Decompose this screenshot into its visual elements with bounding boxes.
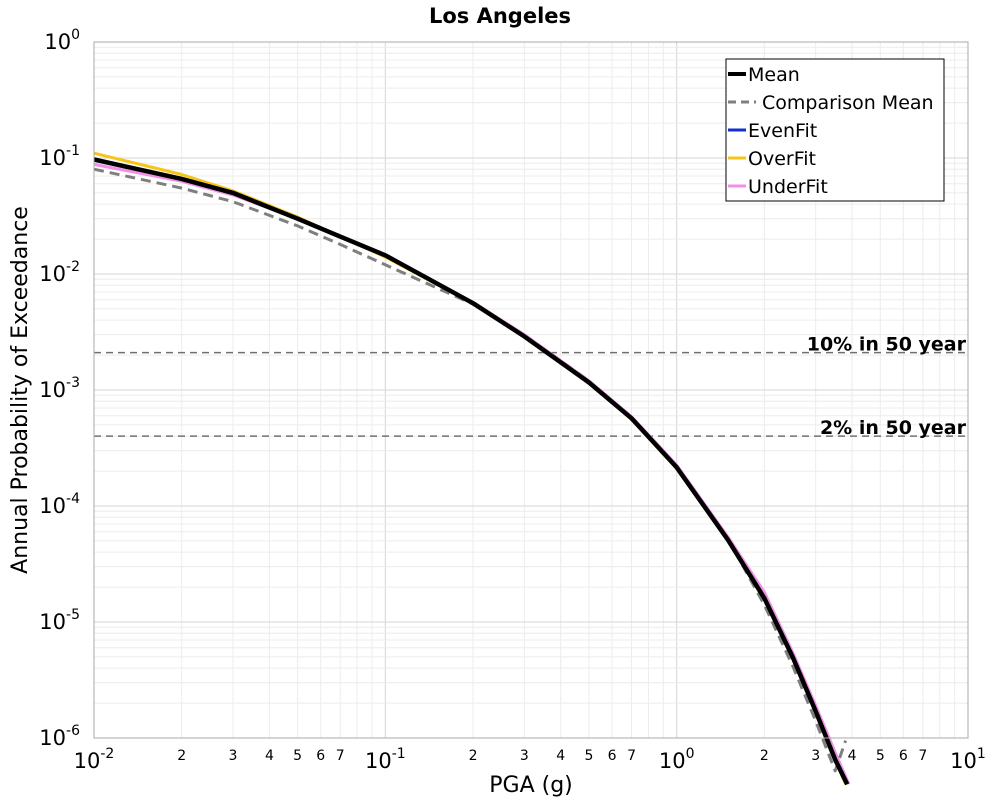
plot-area-border bbox=[93, 41, 969, 739]
x-minor-tick-label: 7 bbox=[336, 748, 345, 764]
reference-lines: 10% in 50 year 2% in 50 year bbox=[94, 334, 968, 439]
y-axis-label: Annual Probability of Exceedance bbox=[8, 206, 33, 574]
legend-label: Mean bbox=[748, 64, 800, 86]
x-minor-tick-label: 2 bbox=[760, 748, 769, 764]
chart-title: Los Angeles bbox=[429, 4, 571, 28]
x-axis-label: PGA (g) bbox=[489, 773, 573, 798]
x-minor-tick-label: 3 bbox=[811, 748, 820, 764]
series-line-comparison-mean bbox=[93, 167, 848, 773]
y-axis-ticks: 100 10-1 10-2 10-3 10-4 10-5 10-6 bbox=[39, 27, 80, 750]
y-tick-label: 10-1 bbox=[39, 143, 80, 170]
legend-box bbox=[725, 58, 945, 202]
x-minor-tick-label: 4 bbox=[848, 748, 857, 764]
x-minor-tick-label: 5 bbox=[293, 748, 302, 764]
x-minor-tick-label: 2 bbox=[177, 748, 186, 764]
x-minor-tick-label: 7 bbox=[918, 748, 927, 764]
series-line-underfit bbox=[93, 162, 851, 785]
legend-label: Comparison Mean bbox=[762, 92, 934, 114]
x-minor-tick-label: 7 bbox=[627, 748, 636, 764]
series-lines bbox=[93, 151, 851, 786]
reference-line-label: 2% in 50 year bbox=[820, 417, 967, 439]
y-tick-label: 10-2 bbox=[39, 259, 80, 286]
series-line-mean bbox=[93, 157, 850, 786]
reference-line-label: 10% in 50 year bbox=[807, 334, 967, 356]
y-tick-label: 10-5 bbox=[39, 607, 80, 634]
x-minor-tick-label: 5 bbox=[876, 748, 885, 764]
x-minor-tick-label: 6 bbox=[608, 748, 617, 764]
y-tick-label: 100 bbox=[44, 27, 80, 54]
y-tick-label: 10-4 bbox=[39, 491, 80, 518]
x-minor-tick-label: 6 bbox=[316, 748, 325, 764]
legend-label: OverFit bbox=[748, 148, 816, 170]
x-minor-tick-label: 6 bbox=[899, 748, 908, 764]
legend-label: EvenFit bbox=[748, 120, 817, 142]
x-minor-tick-label: 5 bbox=[585, 748, 594, 764]
chart-grid bbox=[93, 42, 968, 739]
series-line-overfit bbox=[93, 151, 847, 785]
x-tick-label: 10-1 bbox=[365, 746, 406, 773]
x-minor-tick-label: 3 bbox=[520, 748, 529, 764]
x-minor-tick-label: 3 bbox=[229, 748, 238, 764]
x-tick-label: 101 bbox=[950, 746, 986, 773]
legend: Mean Comparison Mean EvenFit OverFit UnderFi… bbox=[725, 58, 945, 202]
x-minor-tick-label: 2 bbox=[469, 748, 478, 764]
x-minor-tick-label: 4 bbox=[556, 748, 565, 764]
y-tick-label: 10-3 bbox=[39, 375, 80, 402]
x-tick-label: 100 bbox=[659, 746, 695, 773]
x-tick-label: 10-2 bbox=[74, 746, 115, 773]
y-tick-label: 10-6 bbox=[39, 723, 80, 750]
series-line-evenfit bbox=[93, 158, 849, 785]
x-minor-tick-label: 4 bbox=[265, 748, 274, 764]
legend-label: UnderFit bbox=[748, 176, 828, 198]
